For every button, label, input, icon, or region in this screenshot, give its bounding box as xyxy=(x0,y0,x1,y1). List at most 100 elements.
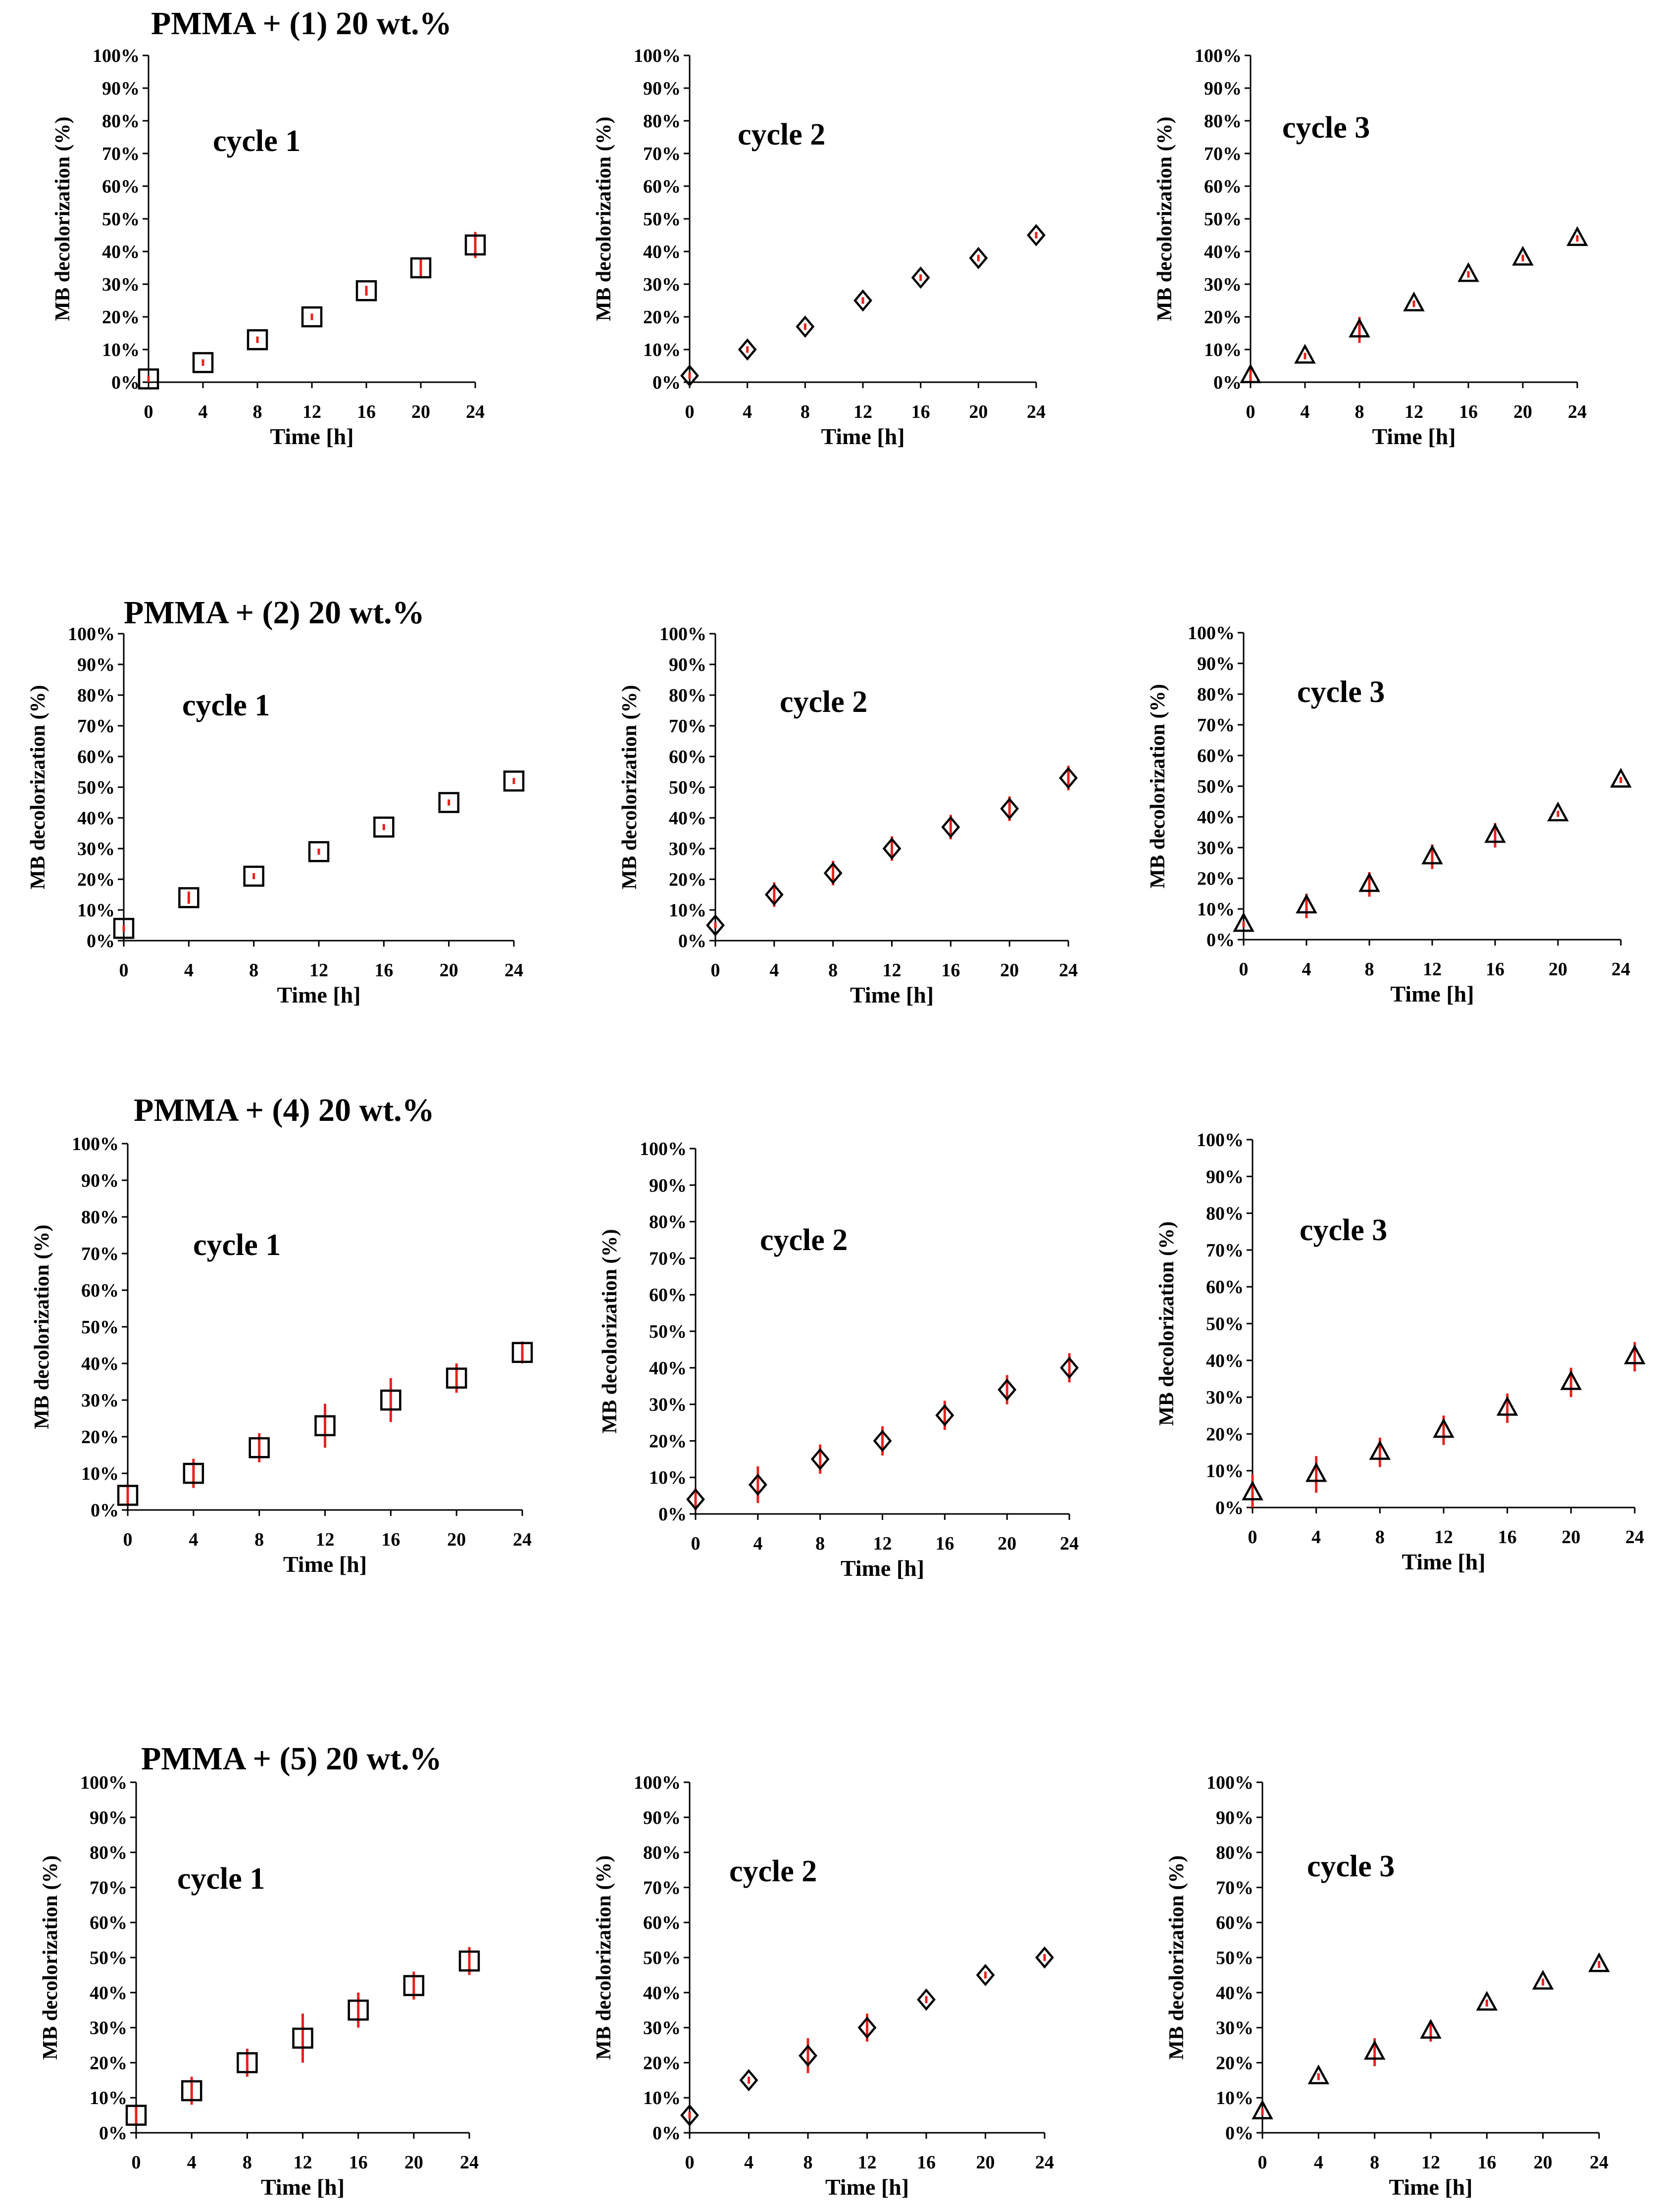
y-tick-label: 60% xyxy=(643,176,681,197)
y-tick-label: 0% xyxy=(1215,1498,1244,1518)
y-tick-label: 0% xyxy=(652,2123,681,2144)
data-point-diamond xyxy=(1027,224,1046,247)
x-tick-label: 12 xyxy=(1421,2152,1440,2173)
data-point-triangle xyxy=(1484,823,1506,843)
data-point-triangle xyxy=(1421,844,1443,864)
cycle-label: cycle 2 xyxy=(738,118,825,151)
data-point-square xyxy=(308,841,330,862)
data-point-square xyxy=(237,2052,258,2073)
y-tick-label: 20% xyxy=(77,869,115,890)
x-tick-label: 20 xyxy=(447,1529,466,1550)
data-point-diamond xyxy=(796,315,815,338)
data-point-triangle xyxy=(1363,2040,1386,2060)
x-tick-label: 8 xyxy=(1375,1527,1385,1548)
y-tick-label: 40% xyxy=(669,808,706,829)
data-point-square xyxy=(503,770,525,792)
data-point-square xyxy=(243,865,264,887)
data-point-square xyxy=(249,1437,270,1458)
y-tick-label: 20% xyxy=(1204,307,1242,328)
y-tick-label: 70% xyxy=(649,1248,687,1269)
x-tick-label: 4 xyxy=(1302,959,1311,980)
y-tick-label: 90% xyxy=(81,1170,119,1191)
data-point-diamond xyxy=(941,816,960,839)
y-tick-label: 40% xyxy=(1197,807,1235,828)
cycle-label: cycle 3 xyxy=(1282,111,1370,145)
data-point-diamond xyxy=(998,1378,1017,1401)
data-point-square xyxy=(511,1342,533,1363)
y-tick-label: 70% xyxy=(643,144,681,164)
x-axis-label: Time [h] xyxy=(821,424,904,449)
y-tick-label: 70% xyxy=(643,1877,681,1898)
y-tick-label: 90% xyxy=(1216,1808,1254,1828)
x-axis-label: Time [h] xyxy=(1372,424,1455,449)
y-tick-label: 20% xyxy=(643,307,681,328)
x-axis-label: Time [h] xyxy=(1402,1549,1485,1574)
y-tick-label: 0% xyxy=(1206,930,1235,951)
y-tick-label: 80% xyxy=(81,1207,119,1228)
y-tick-label: 30% xyxy=(643,2018,681,2039)
y-tick-label: 20% xyxy=(90,2053,127,2073)
data-point-triangle xyxy=(1349,317,1370,338)
x-tick-label: 12 xyxy=(294,2152,312,2173)
data-point-square xyxy=(192,352,214,373)
y-tick-label: 90% xyxy=(1204,78,1242,99)
y-tick-label: 0% xyxy=(87,931,115,952)
cycle-label: cycle 3 xyxy=(1300,1213,1387,1247)
x-tick-label: 4 xyxy=(769,960,779,981)
data-point-diamond xyxy=(1059,766,1078,789)
y-tick-label: 80% xyxy=(90,1843,127,1863)
data-point-square xyxy=(438,792,459,813)
x-axis-label: Time [h] xyxy=(841,1556,924,1581)
data-point-triangle xyxy=(1610,767,1632,788)
y-tick-label: 0% xyxy=(1225,2123,1254,2144)
y-tick-label: 10% xyxy=(1204,340,1242,360)
data-point-triangle xyxy=(1566,226,1588,246)
data-point-diamond xyxy=(853,289,872,312)
x-tick-label: 24 xyxy=(1060,1533,1079,1554)
y-axis-label: MB decolorization (%) xyxy=(31,1225,53,1429)
y-tick-label: 60% xyxy=(81,1280,119,1301)
y-tick-label: 20% xyxy=(81,1427,119,1448)
y-tick-label: 40% xyxy=(643,1983,681,2004)
y-tick-label: 20% xyxy=(669,869,706,890)
x-tick-label: 0 xyxy=(1248,1527,1257,1548)
cycle-label: cycle 2 xyxy=(780,685,867,719)
y-tick-label: 30% xyxy=(90,2018,127,2039)
data-point-triangle xyxy=(1358,872,1380,892)
y-tick-label: 80% xyxy=(1197,684,1235,705)
data-point-triangle xyxy=(1588,1952,1610,1972)
x-tick-label: 24 xyxy=(1568,402,1587,422)
data-point-diamond xyxy=(1035,1946,1054,1969)
x-tick-label: 8 xyxy=(243,2152,252,2173)
data-point-triangle xyxy=(1433,1418,1454,1438)
cycle-label: cycle 1 xyxy=(213,124,301,158)
y-axis-label: MB decolorization (%) xyxy=(618,685,641,890)
y-tick-label: 80% xyxy=(643,111,681,132)
data-point-diamond xyxy=(706,914,725,937)
data-point-triangle xyxy=(1252,2099,1273,2119)
y-tick-label: 100% xyxy=(1195,46,1242,66)
y-tick-label: 10% xyxy=(649,1467,687,1488)
y-tick-label: 100% xyxy=(634,1772,681,1793)
cycle-label: cycle 2 xyxy=(729,1855,817,1888)
data-point-diamond xyxy=(764,883,784,906)
y-tick-label: 70% xyxy=(1216,1877,1254,1898)
y-tick-label: 50% xyxy=(669,777,706,798)
data-point-diamond xyxy=(810,1448,830,1470)
y-tick-label: 30% xyxy=(81,1390,119,1411)
data-point-square xyxy=(348,1999,369,2021)
y-tick-label: 90% xyxy=(669,654,706,675)
y-tick-label: 100% xyxy=(1197,1130,1244,1151)
x-tick-label: 16 xyxy=(1498,1527,1517,1548)
y-tick-label: 90% xyxy=(102,78,140,99)
y-tick-label: 0% xyxy=(652,372,681,393)
data-point-triangle xyxy=(1476,1991,1498,2011)
y-tick-label: 40% xyxy=(77,808,115,829)
y-tick-label: 50% xyxy=(1204,209,1242,230)
x-tick-label: 4 xyxy=(184,960,194,981)
y-tick-label: 50% xyxy=(1216,1948,1254,1968)
y-tick-label: 20% xyxy=(1216,2053,1254,2073)
y-tick-label: 90% xyxy=(643,1808,681,1828)
x-tick-label: 4 xyxy=(743,402,752,422)
x-tick-label: 0 xyxy=(685,2152,695,2173)
